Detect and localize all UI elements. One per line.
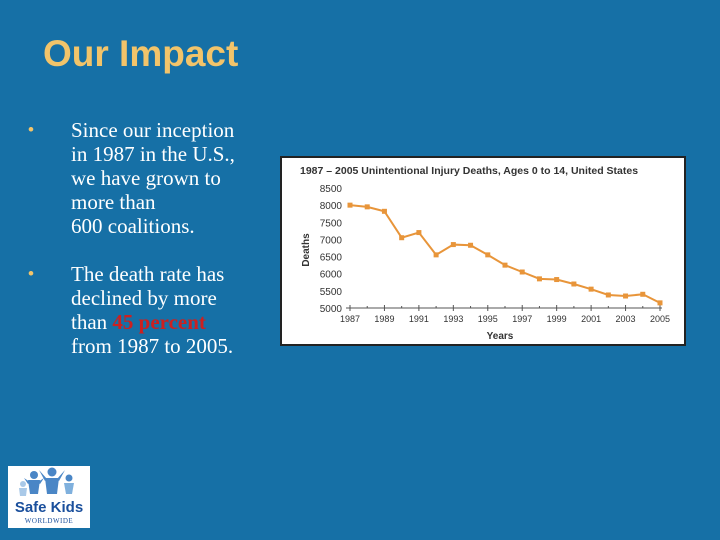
x-axis-label: Years — [487, 331, 514, 342]
x-tick-label: 2005 — [650, 314, 670, 324]
y-ticks: 8500 8000 7500 7000 6500 6000 5500 5000 — [320, 184, 343, 315]
data-point — [364, 204, 370, 210]
bullet-line-highlight: than 45 percent — [71, 310, 278, 334]
bullet-line: in 1987 in the U.S., — [71, 142, 235, 166]
safe-kids-logo: Safe Kids WORLDWIDE — [8, 466, 90, 528]
data-point — [485, 252, 491, 258]
bullet-item-death-rate: • The death rate has declined by more th… — [28, 262, 278, 358]
bullet-line: declined by more — [71, 286, 217, 310]
y-tick-label: 8500 — [320, 184, 343, 195]
y-tick-label: 6000 — [320, 270, 343, 281]
x-tick-label: 1999 — [547, 314, 567, 324]
bullet-line: Since our inception — [71, 118, 235, 142]
data-point — [554, 277, 560, 283]
data-point — [640, 291, 646, 297]
bullet-line: The death rate has — [71, 262, 225, 286]
y-tick-label: 5500 — [320, 287, 343, 298]
data-point — [605, 292, 611, 298]
chart-container: 1987 – 2005 Unintentional Injury Deaths,… — [280, 156, 686, 346]
bullet-line: from 1987 to 2005. — [71, 334, 234, 358]
logo-text: Safe Kids — [15, 499, 83, 516]
data-point — [571, 281, 577, 287]
line-chart: 1987 – 2005 Unintentional Injury Deaths,… — [300, 165, 670, 342]
logo-figures-icon — [19, 467, 74, 496]
x-tick-label: 1989 — [374, 314, 394, 324]
bullet-list: • Since our inception in 1987 in the U.S… — [28, 118, 278, 382]
data-point — [502, 262, 508, 268]
series-group — [347, 202, 663, 306]
x-tick-label: 1993 — [443, 314, 463, 324]
bullet-line: more than — [71, 190, 156, 214]
x-ticks: 1987 1989 1991 1993 1995 1997 1999 2001 2003 2005 — [340, 305, 670, 324]
x-tick-label: 2003 — [616, 314, 636, 324]
highlight-percent: 45 percent — [112, 310, 206, 334]
y-tick-label: 5000 — [320, 304, 343, 315]
y-tick-label: 7000 — [320, 235, 343, 246]
series-line — [349, 204, 661, 304]
data-point — [381, 208, 387, 214]
data-point — [468, 242, 474, 248]
data-point — [657, 300, 663, 306]
data-point — [623, 293, 629, 299]
bullet-marker: • — [28, 120, 34, 139]
data-point — [433, 252, 439, 258]
y-tick-label: 7500 — [320, 218, 343, 229]
x-tick-label: 2001 — [581, 314, 601, 324]
x-tick-label: 1997 — [512, 314, 532, 324]
y-tick-label: 6500 — [320, 253, 343, 264]
data-point — [536, 276, 542, 282]
bullet-line: we have grown to — [71, 166, 221, 190]
y-axis-label: Deaths — [301, 233, 312, 267]
y-tick-label: 8000 — [320, 201, 343, 212]
x-tick-label: 1991 — [409, 314, 429, 324]
bullet-marker: • — [28, 264, 34, 283]
data-point — [519, 269, 525, 275]
x-tick-label: 1995 — [478, 314, 498, 324]
data-point — [399, 235, 405, 241]
bullet-text-prefix: than — [71, 310, 113, 334]
data-point — [588, 286, 594, 292]
x-tick-label: 1987 — [340, 314, 360, 324]
bullet-line: 600 coalitions. — [71, 214, 195, 238]
slide-title: Our Impact — [43, 33, 239, 74]
data-point — [450, 242, 456, 248]
data-point — [347, 202, 353, 208]
chart-title: 1987 – 2005 Unintentional Injury Deaths,… — [300, 165, 638, 177]
data-point — [416, 230, 422, 236]
logo-subtext: WORLDWIDE — [25, 517, 73, 525]
bullet-item-coalitions: • Since our inception in 1987 in the U.S… — [28, 118, 278, 238]
